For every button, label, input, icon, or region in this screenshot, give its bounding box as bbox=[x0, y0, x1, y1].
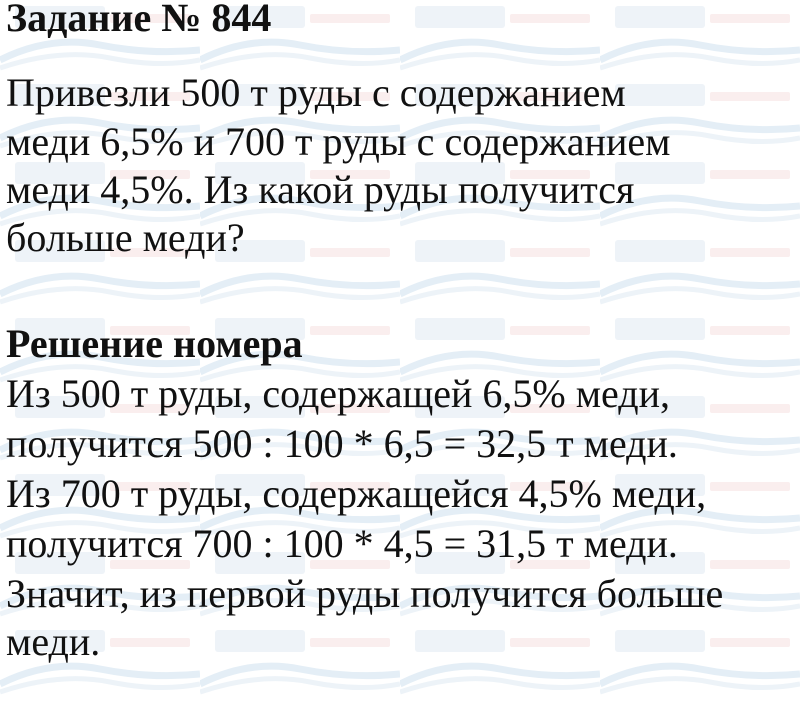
watermark-tile bbox=[200, 80, 400, 158]
wave-icon bbox=[200, 6, 400, 71]
wave-icon bbox=[400, 474, 600, 539]
watermark-tile bbox=[0, 548, 200, 626]
wave-icon bbox=[400, 318, 600, 383]
problem-line: меди 4,5%. Из какой руды получится bbox=[6, 167, 635, 212]
solution-heading: Решение номера bbox=[6, 321, 303, 366]
wave-icon bbox=[400, 630, 600, 695]
wave-icon bbox=[400, 162, 600, 227]
watermark-tile bbox=[600, 158, 800, 236]
watermark-tile bbox=[200, 392, 400, 470]
wave-icon bbox=[0, 240, 200, 305]
watermark-tile bbox=[200, 158, 400, 236]
wave-icon bbox=[200, 162, 400, 227]
wave-icon bbox=[0, 162, 200, 227]
wave-icon bbox=[400, 6, 600, 71]
wave-icon bbox=[600, 162, 800, 227]
watermark-tile bbox=[600, 314, 800, 392]
watermark-tile bbox=[600, 548, 800, 626]
wave-icon bbox=[600, 84, 800, 149]
solution-line: Значит, из первой руды получится больше bbox=[6, 571, 724, 616]
watermark-tile bbox=[400, 314, 600, 392]
watermark-tile bbox=[600, 2, 800, 80]
wave-icon bbox=[600, 474, 800, 539]
watermark-tile bbox=[200, 626, 400, 704]
watermark-tile bbox=[600, 236, 800, 314]
problem-line: Привезли 500 т руды с содержанием bbox=[6, 70, 626, 115]
watermark-tile bbox=[600, 80, 800, 158]
wave-icon bbox=[200, 396, 400, 461]
wave-icon bbox=[400, 240, 600, 305]
watermark-tile bbox=[400, 470, 600, 548]
solution-line: Из 700 т руды, содержащейся 4,5% меди, bbox=[6, 471, 707, 516]
solution-line: получится 500 : 100 * 6,5 = 32,5 т меди. bbox=[6, 421, 678, 466]
watermark-tile bbox=[0, 470, 200, 548]
watermark-tile bbox=[600, 392, 800, 470]
watermark-tile bbox=[200, 314, 400, 392]
watermark-tile bbox=[400, 2, 600, 80]
watermark-tile bbox=[200, 236, 400, 314]
wave-icon bbox=[400, 552, 600, 617]
solution-line: получится 700 : 100 * 4,5 = 31,5 т меди. bbox=[6, 521, 678, 566]
watermark-tile bbox=[400, 80, 600, 158]
wave-icon bbox=[200, 240, 400, 305]
watermark-tile bbox=[200, 470, 400, 548]
wave-icon bbox=[600, 630, 800, 695]
task-title: Задание № 844 bbox=[6, 0, 272, 40]
wave-icon bbox=[600, 318, 800, 383]
wave-icon bbox=[600, 552, 800, 617]
watermark-tile bbox=[0, 2, 200, 80]
problem-line: меди 6,5% и 700 т руды с содержанием bbox=[6, 119, 671, 164]
wave-icon bbox=[400, 84, 600, 149]
wave-icon bbox=[0, 6, 200, 71]
wave-icon bbox=[400, 396, 600, 461]
watermark-tile bbox=[200, 2, 400, 80]
watermark-tile bbox=[0, 314, 200, 392]
watermark-tile bbox=[400, 548, 600, 626]
wave-icon bbox=[0, 474, 200, 539]
solution-line: Из 500 т руды, содержащей 6,5% меди, bbox=[6, 371, 671, 416]
wave-icon bbox=[0, 84, 200, 149]
wave-icon bbox=[600, 396, 800, 461]
wave-icon bbox=[200, 84, 400, 149]
wave-icon bbox=[200, 552, 400, 617]
wave-icon bbox=[200, 630, 400, 695]
wave-icon bbox=[600, 6, 800, 71]
watermark-tile bbox=[400, 236, 600, 314]
wave-icon bbox=[200, 474, 400, 539]
watermark-tile bbox=[400, 158, 600, 236]
watermark-tile bbox=[400, 392, 600, 470]
watermark-tile bbox=[600, 626, 800, 704]
watermark-tile bbox=[0, 392, 200, 470]
wave-icon bbox=[0, 552, 200, 617]
watermark-tile bbox=[200, 548, 400, 626]
wave-icon bbox=[0, 396, 200, 461]
wave-icon bbox=[0, 318, 200, 383]
watermark-tile bbox=[0, 236, 200, 314]
wave-icon bbox=[600, 240, 800, 305]
solution-line: меди. bbox=[6, 619, 101, 664]
problem-line: больше меди? bbox=[6, 215, 245, 260]
watermark-tile bbox=[0, 80, 200, 158]
watermark-tile bbox=[600, 470, 800, 548]
wave-icon bbox=[200, 318, 400, 383]
watermark-tile bbox=[0, 158, 200, 236]
watermark-tile bbox=[400, 626, 600, 704]
